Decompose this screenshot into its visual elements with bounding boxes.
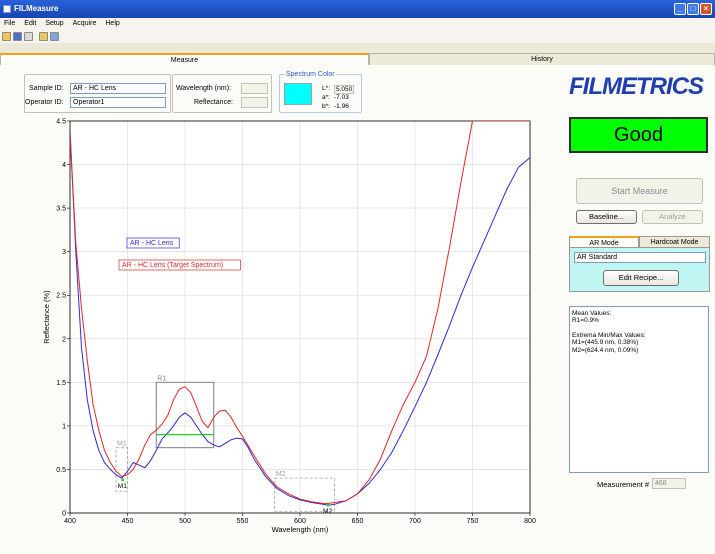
y-tick-label: 3 [62,249,66,256]
mode-tabs: AR Mode Hardcoat Mode [569,236,710,248]
b-star-label: b*: [322,103,330,110]
spectrum-color-title: Spectrum Color [285,71,336,78]
marker-m2 [326,503,330,507]
x-axis-label: Wavelength (nm) [272,525,329,534]
l-star-value: 5.050 [334,85,355,94]
m2-value: M2=(624.4 nm, 0.09%) [572,346,639,354]
x-tick-label: 600 [294,518,306,525]
x-tick-label: 750 [467,518,479,525]
wavelength-value [241,83,268,94]
b-star-value: -1.96 [334,103,349,110]
measurement-number: 468 [652,478,686,489]
tab-hardcoat-mode[interactable]: Hardcoat Mode [639,236,710,248]
series-line-1 [70,121,530,504]
maximize-button[interactable]: □ [687,3,699,15]
menu-file[interactable]: File [4,20,16,27]
a-star-value: -7.03 [334,94,349,101]
region-label-m1: M1 [117,441,127,448]
x-tick-label: 700 [409,518,421,525]
legend-box-0 [126,237,180,249]
menu-edit[interactable]: Edit [24,20,37,27]
copy-icon[interactable] [50,32,59,41]
x-tick-label: 650 [352,518,364,525]
save-icon[interactable] [13,32,22,41]
region-box-m1 [115,447,128,492]
analyze-button[interactable]: Analyze [642,210,703,224]
close-button[interactable]: × [700,3,712,15]
marker-m1 [121,478,125,482]
y-tick-label: 1 [62,423,66,430]
region-box-r1 [155,381,215,449]
plot-frame [69,120,531,514]
print-icon[interactable] [24,32,33,41]
window-title: FILMeasure [14,4,59,13]
results-box: Mean Values: R1=0.9% Extrema Min/Max Val… [569,306,709,473]
marker-label-m2: M2 [323,508,332,515]
sample-info-group [24,74,171,113]
y-tick-label: 0 [62,511,66,518]
sample-id-input[interactable]: AR - HC Lens [70,83,166,94]
chart-svg: 400 450 500 550 600 650 700 750 800 0 0.5 1 1.5 2 2.5 3… [42,119,536,535]
x-tick-label: 500 [179,518,191,525]
legend-label-1: AR - HC Lens (Target Spectrum) [122,262,223,269]
y-tick-label: 2 [62,336,66,343]
operator-id-label: Operator ID: [25,99,64,106]
tab-ar-mode[interactable]: AR Mode [569,236,639,248]
legend-label-0: AR - HC Lens [130,240,174,247]
region-label-m2: M2 [276,471,286,478]
ar-mode-panel: AR Standard Edit Recipe... [569,247,710,292]
start-measure-button[interactable]: Start Measure [576,178,703,204]
tab-measure[interactable]: Measure [0,53,369,65]
a-star-label: a*: [322,94,330,101]
filmetrics-logo: FILMETRICS [569,73,704,100]
title-bar: FILMeasure _ □ × [0,0,715,18]
x-tick-label: 400 [64,518,76,525]
settings-icon[interactable] [39,32,48,41]
y-axis-label: Reflectance (%) [42,290,51,344]
x-tick-label: 550 [237,518,249,525]
legend-box-1 [118,259,241,271]
y-tick-label: 2.5 [56,293,66,300]
app-icon [3,5,11,13]
baseline-button[interactable]: Baseline... [576,210,637,224]
open-folder-icon[interactable] [2,32,11,41]
y-tick-label: 0.5 [56,467,66,474]
series-line-0 [70,129,530,506]
color-swatch [284,83,312,105]
edit-recipe-button[interactable]: Edit Recipe... [603,270,679,286]
y-tick-label: 4 [62,162,66,169]
status-indicator: Good [569,117,708,153]
y-tick-label: 4.5 [56,119,66,126]
menu-help[interactable]: Help [105,20,120,27]
wavelength-label: Wavelength (nm): [176,85,231,92]
region-box-m2 [274,477,335,512]
readout-group [172,74,272,113]
x-tick-label: 450 [122,518,134,525]
measurement-label: Measurement # [597,480,650,489]
region-label-r1: R1 [157,375,166,382]
m1-value: M1=(445.9 nm, 0.38%) [572,339,639,347]
reflectance-label: Reflectance: [194,99,233,106]
marker-label-m1: M1 [118,483,127,490]
operator-id-input[interactable]: Operator1 [70,97,166,108]
menu-acquire[interactable]: Acquire [72,20,97,27]
y-tick-label: 1.5 [56,380,66,387]
reflectance-value [241,97,268,108]
reflectance-chart: 400 450 500 550 600 650 700 750 800 0 0.5 1 1.5 2 2.5 3… [11,117,561,542]
main-tabs: Measure History [0,53,715,65]
recipe-field[interactable]: AR Standard [574,252,706,263]
mean-values-title: Mean Values: [572,310,612,317]
toolbar [0,30,715,43]
menu-setup[interactable]: Setup [45,20,64,27]
r1-value: R1=0.9% [572,317,599,325]
x-tick-label: 800 [524,518,536,525]
minimize-button[interactable]: _ [674,3,686,15]
sample-id-label: Sample ID: [29,85,64,92]
tab-history[interactable]: History [369,53,715,65]
y-tick-label: 3.5 [56,206,66,213]
extrema-title: Extrema Min/Max Values: [572,331,646,339]
l-star-label: L*: [322,85,330,92]
menu-bar: File Edit Setup Acquire Help [0,18,715,30]
